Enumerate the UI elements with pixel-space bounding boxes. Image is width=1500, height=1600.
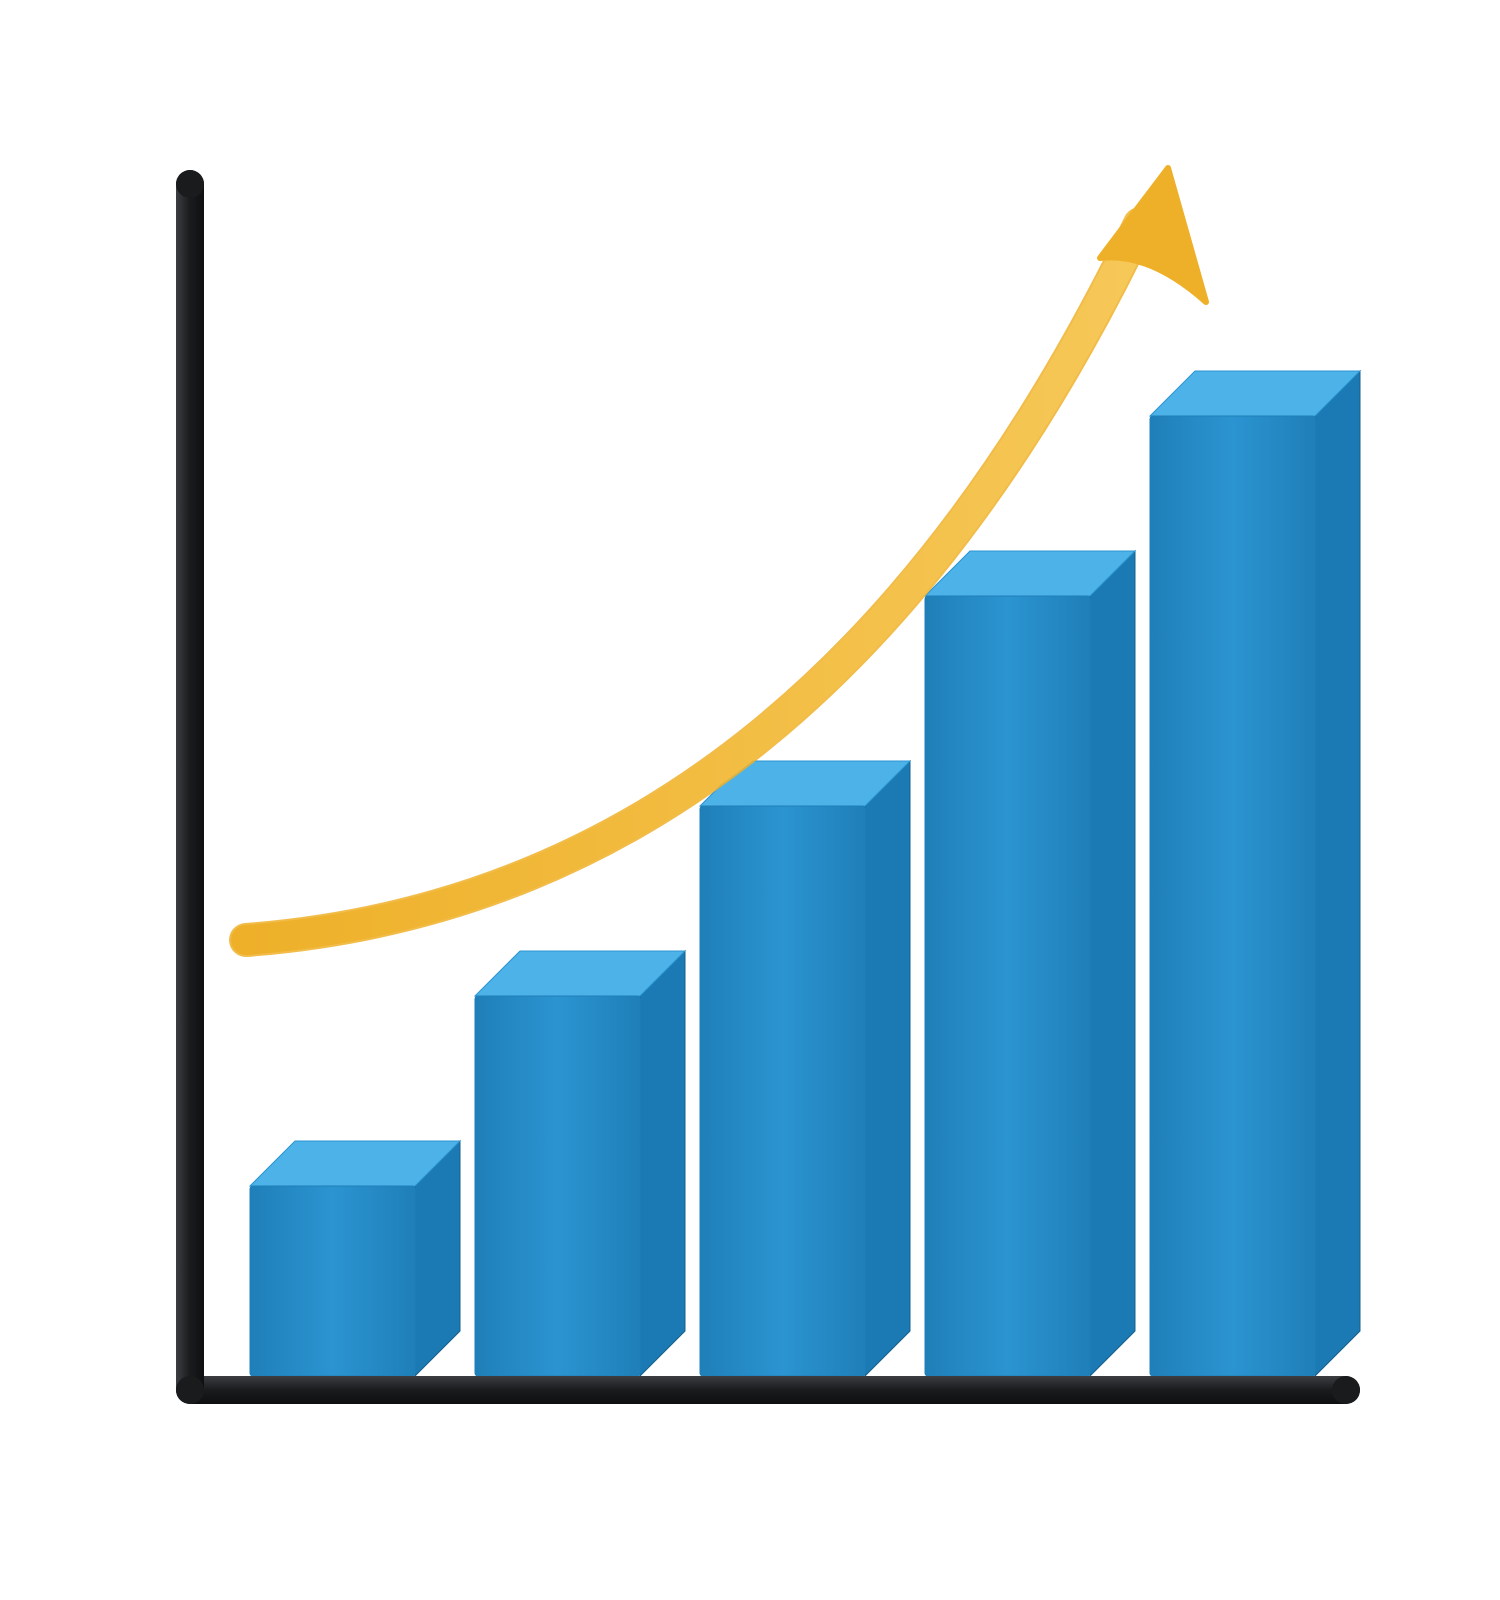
chart-stage [0, 0, 1500, 1600]
bar-side [865, 761, 910, 1376]
bar-front [1150, 416, 1315, 1376]
bar-2 [475, 951, 685, 1376]
bar-4 [925, 551, 1135, 1376]
bar-1 [250, 1141, 460, 1376]
bar-side [1315, 371, 1360, 1376]
x-axis-endcap [1332, 1376, 1360, 1404]
bar-3 [700, 761, 910, 1376]
bar-5 [1150, 371, 1360, 1376]
y-axis-endcap [176, 170, 204, 198]
bar-front [700, 806, 865, 1376]
bar-front [925, 596, 1090, 1376]
axis-origin-cap [176, 1376, 204, 1404]
bar-front [250, 1186, 415, 1376]
bar-front [475, 996, 640, 1376]
y-axis [176, 170, 204, 1404]
growth-bar-chart [0, 0, 1500, 1600]
x-axis [176, 1376, 1360, 1404]
bar-side [640, 951, 685, 1376]
bar-side [1090, 551, 1135, 1376]
bars-group [250, 371, 1360, 1376]
